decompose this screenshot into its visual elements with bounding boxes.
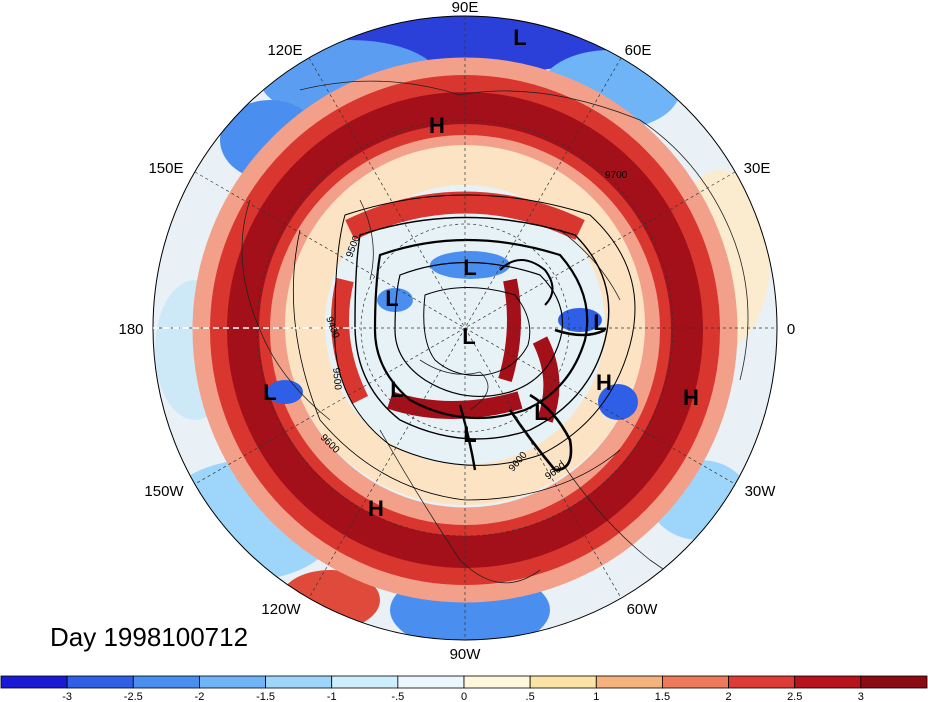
colorbar-tick-label: -.5 — [391, 691, 404, 702]
blue-patch-inner-w — [377, 288, 413, 312]
high-marker: H — [429, 113, 445, 138]
colorbar-swatch — [728, 675, 796, 689]
low-marker: L — [593, 310, 606, 335]
colorbar-swatch — [529, 675, 597, 689]
colorbar-tick-label: 0 — [461, 691, 467, 702]
colorbar-swatch — [397, 675, 465, 689]
lon-label-120w: 120W — [261, 601, 301, 618]
colorbar-swatch — [331, 675, 399, 689]
colorbar-swatch — [860, 675, 928, 689]
colorbar-tick-label: -2.5 — [124, 691, 143, 702]
colorbar-swatch — [662, 675, 729, 689]
low-marker: L — [462, 324, 475, 349]
high-marker: H — [683, 385, 699, 410]
contour-label: 9500 — [330, 367, 343, 391]
high-marker: H — [596, 370, 612, 395]
colorbar-swatch — [132, 675, 200, 689]
colorbar-tick-label: 3 — [858, 691, 864, 702]
colorbar-tick-label: 1 — [593, 691, 599, 702]
colorbar-tick-label: 2 — [726, 691, 732, 702]
inner-red-band-w — [331, 277, 369, 405]
colorbar-swatch — [794, 675, 862, 689]
lon-label-120e: 120E — [267, 42, 302, 59]
pressure-markers: L H L L L L L H H L L L H — [263, 25, 699, 521]
low-marker: L — [463, 422, 476, 447]
colorbar-swatch — [595, 675, 663, 689]
lon-label-0: 0 — [787, 321, 795, 338]
lon-label-180: 180 — [118, 321, 143, 338]
colorbar-tick-label: -1.5 — [256, 691, 275, 702]
low-marker: L — [385, 286, 398, 311]
inner-red-band-s — [387, 391, 523, 419]
colorbar-swatch — [0, 675, 68, 689]
colorbar-swatch — [265, 675, 333, 689]
colorbar: -3 -2.5 -2 -1.5 -1 -.5 0 .5 1 1.5 2 2.5 3 — [0, 675, 928, 702]
contour-label: 9700 — [605, 170, 628, 181]
lon-label-60e: 60E — [625, 42, 652, 59]
colorbar-swatch — [199, 675, 266, 689]
colorbar-tick-label: -3 — [62, 691, 72, 702]
blue-patch-inner-n — [430, 251, 510, 279]
lon-label-30w: 30W — [745, 483, 777, 500]
inner-red-band-se — [532, 336, 560, 423]
low-marker: L — [513, 25, 526, 50]
colorbar-tick-label: 2.5 — [787, 691, 802, 702]
lon-label-150w: 150W — [144, 483, 184, 500]
lon-label-60w: 60W — [627, 601, 659, 618]
colorbar-tick-label: -1 — [327, 691, 337, 702]
blue-patch-high-east — [598, 384, 638, 420]
colorbar-tick-label: 1.5 — [655, 691, 670, 702]
low-marker: L — [390, 377, 403, 402]
colorbar-tick-label: .5 — [526, 691, 535, 702]
colorbar-swatch — [66, 675, 134, 689]
day-label: Day 1998100712 — [50, 622, 248, 652]
longitude-labels: 90E 60E 30E 0 30W 60W 90W 120W 150W 180 … — [118, 0, 795, 663]
colorbar-swatch — [463, 675, 531, 689]
inner-red-band-c — [498, 278, 521, 383]
lon-label-150e: 150E — [148, 160, 183, 177]
low-marker: L — [534, 400, 547, 425]
colorbar-tick-label: -2 — [195, 691, 205, 702]
low-marker: L — [263, 380, 276, 405]
lon-label-30e: 30E — [744, 160, 771, 177]
lon-label-90e: 90E — [452, 0, 479, 16]
low-marker: L — [463, 255, 476, 280]
lon-label-90w: 90W — [450, 646, 482, 663]
high-marker: H — [368, 496, 384, 521]
